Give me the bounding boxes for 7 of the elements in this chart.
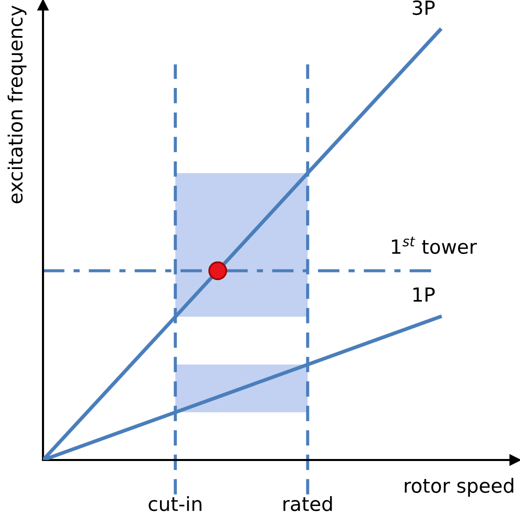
x-tick-label: rated [284, 496, 332, 512]
ref-line-label: 1$^{st}$ tower [392, 236, 477, 254]
series-label: 3P [412, 0, 435, 16]
x-axis-title: rotor speed [404, 478, 514, 497]
series-label: 1P [413, 287, 435, 302]
y-axis-title: excitation frequency [8, 6, 26, 204]
x-tick-label: cut-in [148, 496, 202, 512]
